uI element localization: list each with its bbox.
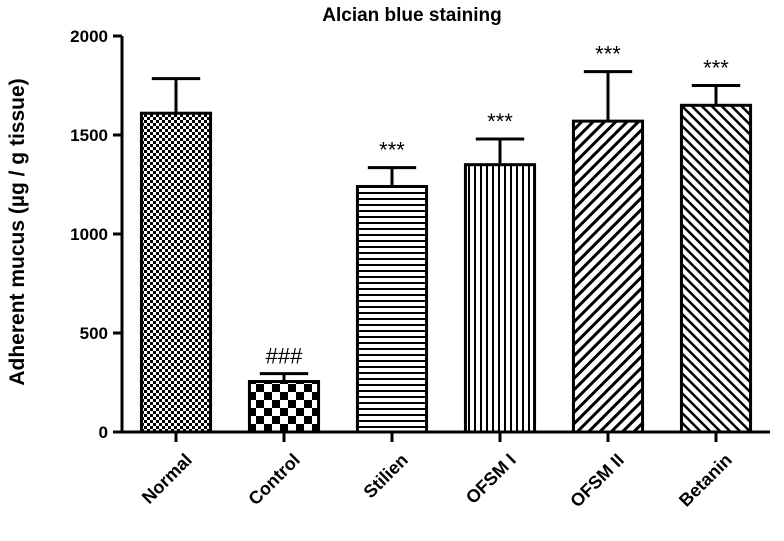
y-ticks: 0 500 1000 1500 2000: [70, 27, 122, 442]
bar-stilien: [355, 184, 429, 434]
bar-control: [247, 380, 321, 434]
y-tick-label: 500: [80, 324, 108, 343]
x-tick-label: Betanin: [675, 450, 736, 511]
y-tick-label: 0: [99, 423, 108, 442]
bar-ofsm-ii: [571, 119, 645, 434]
y-tick-label: 1000: [70, 225, 108, 244]
significance-label: ###: [266, 344, 303, 369]
x-tick-label: OFSM II: [566, 450, 628, 512]
bar-betanin: [679, 103, 753, 434]
significance-label: ***: [595, 42, 621, 67]
significance-label: ***: [487, 109, 513, 134]
y-tick-label: 1500: [70, 126, 108, 145]
axes: [120, 36, 770, 434]
x-tick-label: OFSM I: [462, 450, 520, 508]
x-tick-label: Normal: [138, 450, 196, 508]
bars: ### *** *** *** ***: [139, 42, 753, 434]
bar-ofsm-i: [463, 163, 537, 434]
y-tick-label: 2000: [70, 27, 108, 46]
significance-label: ***: [703, 56, 729, 81]
x-tick-label: Control: [244, 450, 303, 509]
y-axis-label: Adherent mucus (µg / g tissue): [6, 78, 29, 385]
significance-label: ***: [379, 138, 405, 163]
x-tick-label: Stilien: [360, 450, 412, 502]
x-tick-labels: Normal Control Stilien OFSM I OFSM II Betanin: [138, 432, 736, 511]
chart-title: Alcian blue staining: [322, 5, 501, 26]
bar-normal: [139, 111, 213, 434]
